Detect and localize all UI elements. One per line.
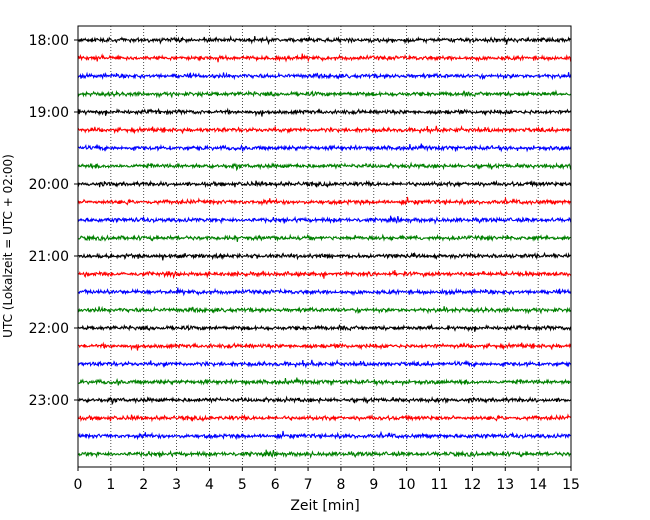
seismogram-trace <box>77 107 572 117</box>
seismogram-trace <box>77 413 572 423</box>
plot-frame <box>77 25 572 468</box>
seismogram-trace <box>77 305 572 315</box>
seismogram-trace <box>77 143 572 153</box>
seismogram-trace <box>77 359 572 369</box>
x-tick-label: 5 <box>238 477 247 493</box>
x-tick-label: 1 <box>106 477 115 493</box>
x-tick-label: 0 <box>74 477 83 493</box>
seismogram-trace <box>77 89 572 99</box>
x-tick-label: 14 <box>529 477 547 493</box>
seismogram-trace <box>77 35 572 46</box>
plot-area <box>78 26 571 467</box>
x-tick-label: 7 <box>304 477 313 493</box>
seismogram-trace <box>77 161 572 172</box>
seismogram-trace <box>77 377 572 387</box>
seismogram-trace <box>77 251 572 261</box>
x-tick-label: 6 <box>271 477 280 493</box>
x-axis-label: Zeit [min] <box>290 498 359 514</box>
seismogram-trace <box>77 395 572 406</box>
seismogram-trace <box>77 53 572 63</box>
y-tick-label: 21:00 <box>29 249 69 265</box>
seismogram-trace <box>77 233 572 242</box>
y-axis-ticks: 18:00 19:00 20:00 21:00 22:00 23:00 <box>29 33 78 409</box>
x-tick-label: 9 <box>369 477 378 493</box>
seismogram-trace <box>77 215 572 225</box>
x-axis-ticks: 0 1 2 3 4 5 6 7 8 9 10 11 12 13 14 15 <box>74 467 580 493</box>
seismogram-trace <box>77 179 572 189</box>
seismogram-trace <box>77 430 572 441</box>
seismogram-trace <box>77 341 572 351</box>
x-tick-label: 12 <box>463 477 481 493</box>
y-tick-label: 20:00 <box>29 177 69 193</box>
seismogram-trace <box>77 269 572 280</box>
seismogram-trace <box>77 287 572 297</box>
x-tick-label: 11 <box>431 477 449 493</box>
y-axis-label: UTC (Lokalzeit = UTC + 02:00) <box>1 154 15 338</box>
x-tick-label: 10 <box>398 477 416 493</box>
x-tick-label: 15 <box>562 477 580 493</box>
seismogram-trace <box>77 196 572 207</box>
x-tick-label: 3 <box>172 477 181 493</box>
y-tick-label: 18:00 <box>29 33 69 49</box>
y-tick-label: 19:00 <box>29 105 69 121</box>
seismogram-trace <box>77 125 572 135</box>
seismogram-trace <box>77 71 572 81</box>
x-tick-label: 2 <box>139 477 148 493</box>
y-tick-label: 22:00 <box>29 321 69 337</box>
x-tick-label: 8 <box>336 477 345 493</box>
x-tick-label: 4 <box>205 477 214 493</box>
seismogram-trace <box>77 323 572 333</box>
seismogram-traces <box>77 35 572 459</box>
seismogram-trace <box>77 449 572 459</box>
x-tick-label: 13 <box>496 477 514 493</box>
y-tick-label: 23:00 <box>29 393 69 409</box>
